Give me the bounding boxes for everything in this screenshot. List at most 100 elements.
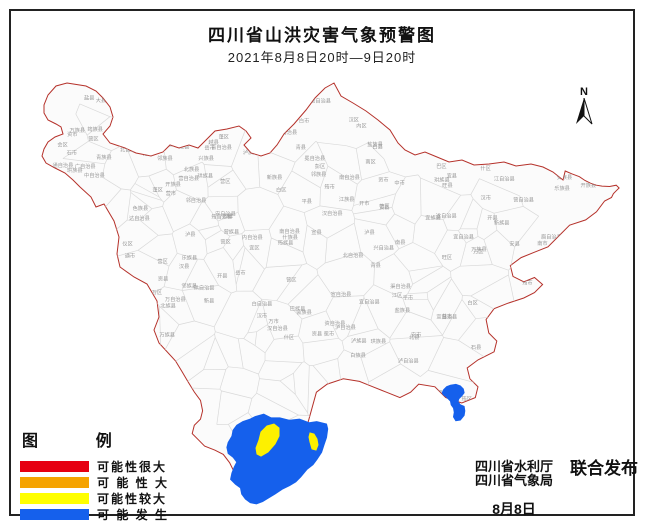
svg-text:南自治县: 南自治县: [279, 227, 300, 235]
svg-text:盐族县: 盐族县: [395, 306, 411, 314]
svg-text:宣县: 宣县: [311, 228, 321, 236]
svg-text:盐族县: 盐族县: [367, 140, 383, 148]
svg-text:营族县: 营族县: [224, 227, 240, 235]
svg-text:乐族县: 乐族县: [182, 254, 198, 262]
svg-text:冕自治县: 冕自治县: [304, 154, 325, 162]
svg-text:江自治县: 江自治县: [494, 174, 515, 182]
svg-text:北族县: 北族县: [184, 165, 200, 173]
svg-text:新县: 新县: [204, 297, 214, 305]
svg-text:开族县: 开族县: [581, 181, 597, 189]
svg-text:石市: 石市: [67, 148, 77, 156]
svg-text:兴族县: 兴族县: [198, 154, 214, 162]
svg-text:旺区: 旺区: [442, 254, 452, 261]
svg-text:仪区: 仪区: [122, 241, 132, 248]
svg-text:彭区: 彭区: [315, 162, 325, 170]
svg-text:巴区: 巴区: [436, 163, 446, 170]
svg-text:中自治县: 中自治县: [84, 171, 105, 179]
svg-text:万市: 万市: [268, 317, 278, 325]
svg-text:营区: 营区: [379, 202, 389, 210]
svg-text:营自治县: 营自治县: [310, 97, 331, 105]
svg-text:安自治县: 安自治县: [215, 210, 236, 218]
svg-text:宜自治县: 宜自治县: [359, 298, 380, 306]
svg-text:营区: 营区: [157, 257, 167, 265]
svg-text:安族县: 安族县: [557, 173, 573, 181]
svg-text:岳市: 岳市: [235, 268, 245, 276]
svg-text:青族县: 青族县: [96, 153, 112, 161]
svg-text:旺县: 旺县: [442, 182, 452, 189]
svg-text:蓬区: 蓬区: [219, 132, 229, 140]
svg-text:青县: 青县: [370, 261, 380, 269]
svg-text:新族县: 新族县: [267, 173, 283, 181]
svg-text:营市: 营市: [166, 189, 176, 197]
svg-text:营自治县: 营自治县: [513, 196, 534, 204]
svg-text:青县: 青县: [296, 143, 306, 151]
svg-text:筠市: 筠市: [522, 279, 532, 287]
svg-text:营区: 营区: [220, 177, 230, 185]
svg-text:资县: 资县: [158, 275, 168, 283]
svg-text:宜自治县: 宜自治县: [453, 233, 474, 241]
svg-text:石县: 石县: [471, 344, 481, 351]
svg-text:达自治县: 达自治县: [129, 214, 150, 222]
svg-text:江区: 江区: [392, 292, 402, 299]
svg-text:泸县: 泸县: [185, 230, 195, 238]
svg-text:汉市: 汉市: [481, 194, 491, 202]
svg-text:南县: 南县: [395, 238, 405, 246]
svg-text:宣自治县: 宣自治县: [331, 290, 352, 298]
svg-text:通市: 通市: [125, 252, 135, 260]
svg-text:万族县: 万族县: [159, 330, 175, 338]
svg-text:泸族县: 泸族县: [351, 336, 367, 344]
svg-text:平市: 平市: [403, 294, 413, 302]
svg-text:内区: 内区: [356, 121, 366, 129]
svg-text:冕市: 冕市: [324, 330, 334, 338]
svg-text:白区: 白区: [467, 298, 477, 306]
svg-text:乐族县: 乐族县: [554, 184, 570, 192]
svg-text:中市: 中市: [394, 179, 404, 187]
svg-text:珙族县: 珙族县: [67, 166, 83, 174]
svg-text:蓬区: 蓬区: [153, 185, 163, 193]
svg-text:宜区: 宜区: [249, 243, 259, 251]
svg-text:邻族县: 邻族县: [181, 282, 197, 290]
svg-text:邻族县: 邻族县: [311, 170, 327, 178]
svg-text:筠族县: 筠族县: [87, 125, 103, 133]
svg-text:白市: 白市: [299, 117, 309, 125]
svg-text:泸县: 泸县: [364, 228, 374, 236]
svg-text:白自治县: 白自治县: [252, 300, 273, 308]
svg-text:什族县: 什族县: [282, 233, 298, 241]
svg-text:万县: 万县: [143, 150, 153, 157]
svg-text:营区: 营区: [220, 238, 230, 246]
svg-text:平县: 平县: [302, 198, 312, 205]
svg-text:汉市: 汉市: [257, 312, 267, 320]
svg-text:岳县: 岳县: [164, 141, 174, 148]
svg-text:筠市: 筠市: [324, 182, 334, 190]
svg-text:邻自治县: 邻自治县: [186, 196, 207, 204]
svg-text:南市: 南市: [537, 239, 547, 247]
svg-text:开市: 开市: [359, 199, 369, 207]
svg-text:色族县: 色族县: [133, 204, 149, 212]
svg-text:万自治县: 万自治县: [165, 295, 186, 303]
svg-text:兴自治县: 兴自治县: [373, 244, 394, 252]
svg-text:白自治县: 白自治县: [276, 128, 297, 136]
svg-text:北自治县: 北自治县: [343, 251, 364, 259]
svg-text:江族县: 江族县: [339, 195, 355, 203]
svg-text:营自治县: 营自治县: [178, 174, 199, 182]
svg-text:资市: 资市: [67, 130, 77, 138]
svg-text:渠自治县: 渠自治县: [390, 282, 411, 290]
svg-text:资县: 资县: [312, 330, 322, 338]
svg-text:什区: 什区: [480, 164, 490, 172]
svg-text:营区: 营区: [88, 134, 98, 142]
svg-text:什区: 什区: [284, 333, 294, 341]
svg-text:盐县: 盐县: [84, 94, 94, 102]
svg-text:巴族县: 巴族县: [290, 304, 306, 312]
svg-text:安县: 安县: [509, 240, 519, 248]
svg-text:白族县: 白族县: [350, 351, 366, 359]
svg-text:珙族县: 珙族县: [198, 172, 214, 180]
svg-text:岳市: 岳市: [204, 144, 214, 152]
svg-text:安市: 安市: [411, 330, 421, 338]
svg-text:会区: 会区: [57, 141, 67, 149]
svg-text:泸自治县: 泸自治县: [398, 356, 419, 364]
svg-text:宜族县: 宜族县: [425, 214, 441, 222]
svg-text:珙族县: 珙族县: [371, 337, 387, 345]
svg-text:盐市: 盐市: [442, 312, 452, 320]
svg-text:开族县: 开族县: [165, 180, 181, 188]
svg-text:北族县: 北族县: [160, 302, 176, 310]
